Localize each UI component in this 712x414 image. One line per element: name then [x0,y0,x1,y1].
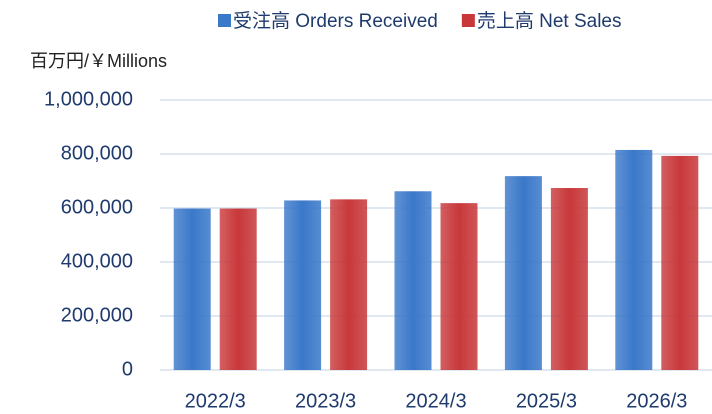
bar [284,200,322,370]
bar [661,155,699,370]
y-tick-label: 600,000 [61,196,133,218]
y-axis-label: 百万円/￥Millions [30,51,167,71]
legend-swatch [218,14,231,27]
y-tick-label: 200,000 [61,304,133,326]
x-tick-label: 2024/3 [405,390,466,412]
y-tick-label: 400,000 [61,250,133,272]
bar [615,149,653,370]
legend-swatch [461,14,475,27]
x-tick-label: 2023/3 [295,390,356,412]
legend-label: 売上高 Net Sales [477,10,622,32]
bar [219,208,257,370]
y-tick-label: 1,000,000 [44,88,133,110]
x-tick-label: 2025/3 [516,390,577,412]
legend-label: 受注高 Orders Received [233,10,438,32]
x-tick-label: 2022/3 [185,390,246,412]
bar [504,176,542,370]
bar [550,188,588,370]
bar [440,203,478,370]
x-tick-label: 2026/3 [626,390,687,412]
bar [394,191,432,370]
bar [173,208,211,370]
y-tick-label: 800,000 [61,142,133,164]
bar [330,199,368,370]
y-tick-label: 0 [122,358,133,380]
